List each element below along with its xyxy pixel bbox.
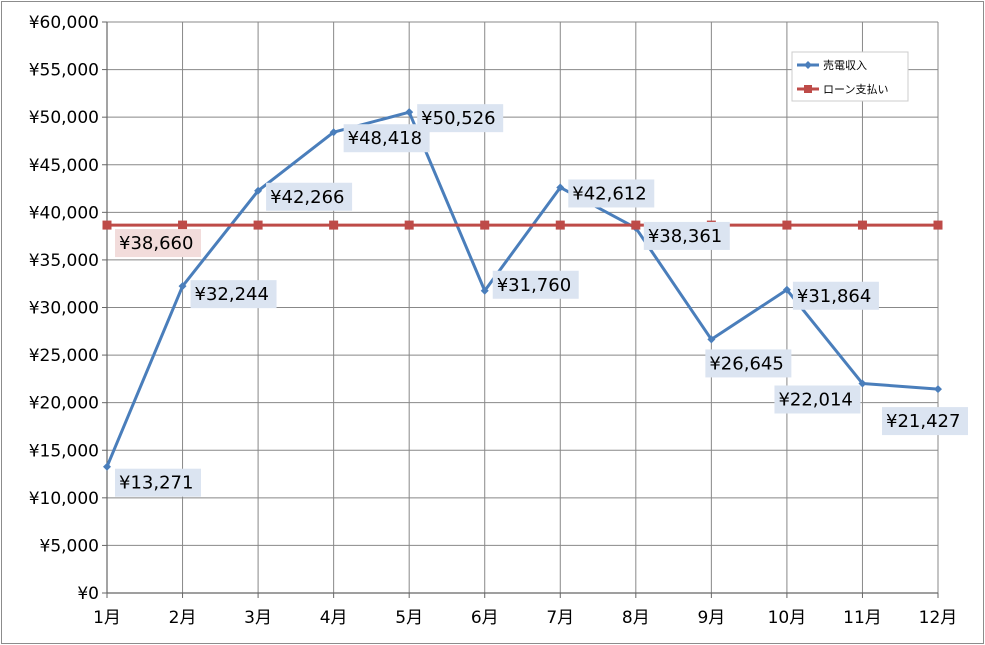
data-point-series-1 <box>707 335 716 344</box>
data-label: ¥32,244 <box>195 284 269 305</box>
data-point-series-2 <box>782 220 792 230</box>
data-point-series-1 <box>782 285 791 294</box>
data-point-series-2 <box>102 220 112 230</box>
x-tick-label: 12月 <box>919 608 958 628</box>
y-tick-label: ¥55,000 <box>29 61 99 81</box>
x-tick-label: 4月 <box>320 608 348 628</box>
data-label: ¥31,760 <box>497 275 571 296</box>
data-label-bg <box>417 104 504 133</box>
data-point-series-1 <box>556 183 565 192</box>
data-point-series-1 <box>178 282 187 291</box>
y-tick-label: ¥60,000 <box>29 13 99 33</box>
data-point-series-2 <box>253 220 263 230</box>
data-label-bg <box>774 385 861 414</box>
data-label-bg <box>190 280 277 309</box>
data-point-series-2 <box>178 220 188 230</box>
y-tick-label: ¥30,000 <box>29 299 99 319</box>
data-point-series-2 <box>933 220 943 230</box>
y-tick-label: ¥10,000 <box>29 489 99 509</box>
data-label: ¥22,014 <box>778 390 852 411</box>
data-point-series-1 <box>103 462 111 471</box>
y-tick-label: ¥40,000 <box>29 203 99 223</box>
data-label: ¥38,660 <box>119 233 193 254</box>
x-tick-label: 9月 <box>697 608 725 628</box>
data-point-series-1 <box>405 108 414 117</box>
data-point-series-2 <box>857 220 867 230</box>
data-point-series-1 <box>254 186 263 195</box>
data-label: ¥42,612 <box>572 183 646 204</box>
data-label-bg <box>343 124 430 153</box>
y-tick-label: ¥5,000 <box>40 536 99 556</box>
x-tick-label: 7月 <box>546 608 574 628</box>
data-point-series-2 <box>555 220 565 230</box>
y-tick-label: ¥20,000 <box>29 394 99 414</box>
data-label: ¥38,361 <box>648 226 722 247</box>
x-tick-label: 10月 <box>768 608 807 628</box>
data-label-bg <box>115 468 201 497</box>
data-label-bg <box>568 179 655 208</box>
data-label-bg <box>792 281 879 310</box>
x-tick-label: 5月 <box>395 608 423 628</box>
legend-marker <box>804 85 812 93</box>
y-tick-label: ¥45,000 <box>29 156 99 176</box>
x-tick-label: 3月 <box>244 608 272 628</box>
data-point-series-1 <box>934 385 942 394</box>
data-point-series-1 <box>480 286 489 295</box>
legend-label: ローン支払い <box>823 82 888 96</box>
y-tick-label: ¥0 <box>77 584 99 604</box>
y-tick-label: ¥35,000 <box>29 251 99 271</box>
legend-marker <box>804 61 812 69</box>
y-tick-label: ¥25,000 <box>29 346 99 366</box>
x-tick-label: 11月 <box>843 608 882 628</box>
x-tick-label: 6月 <box>471 608 499 628</box>
data-label: ¥48,418 <box>348 128 422 149</box>
x-tick-label: 1月 <box>93 608 121 628</box>
y-tick-label: ¥50,000 <box>29 108 99 128</box>
data-point-series-2 <box>329 220 339 230</box>
data-label: ¥31,864 <box>797 286 871 307</box>
data-label: ¥50,526 <box>421 108 495 129</box>
data-label-bg <box>643 221 730 250</box>
data-point-series-2 <box>404 220 414 230</box>
data-label: ¥42,266 <box>270 187 344 208</box>
data-label-bg <box>492 270 579 299</box>
data-label: ¥21,427 <box>886 411 960 432</box>
legend-label: 売電収入 <box>823 59 867 72</box>
data-label-bg <box>266 182 353 211</box>
data-point-series-1 <box>329 128 338 137</box>
y-tick-label: ¥15,000 <box>29 441 99 461</box>
x-tick-label: 2月 <box>169 608 197 628</box>
data-label: ¥13,271 <box>119 473 193 494</box>
data-label-bg <box>115 229 201 258</box>
data-label-bg <box>882 407 968 436</box>
data-point-series-2 <box>480 220 490 230</box>
data-label-bg <box>705 349 792 378</box>
data-point-series-2 <box>631 220 641 230</box>
x-tick-label: 8月 <box>622 608 650 628</box>
data-label: ¥26,645 <box>709 353 783 374</box>
